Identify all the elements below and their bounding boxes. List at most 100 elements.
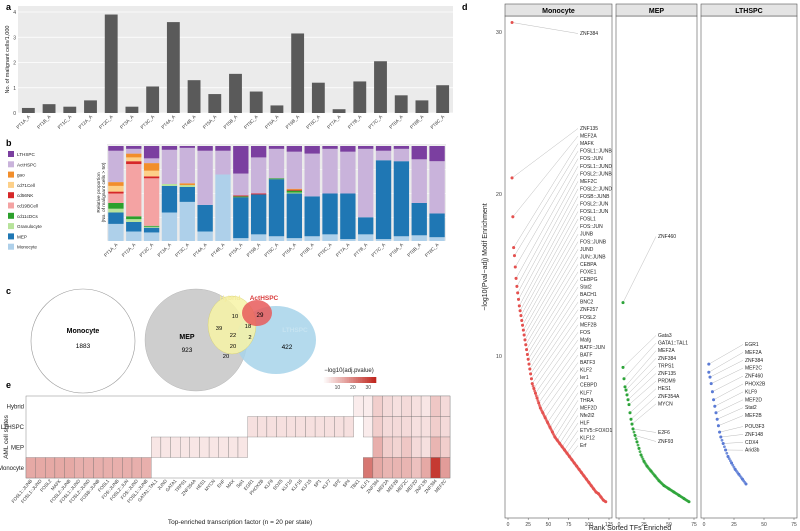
venn-circle-acthspc — [242, 300, 272, 326]
panel-d-point — [627, 403, 631, 407]
panel-d-point — [550, 430, 554, 434]
panel-e-cell — [411, 395, 422, 417]
panel-d-point — [521, 328, 525, 332]
panel-b-segment-cd19bcell — [143, 178, 160, 226]
panel-e-legend-gradient — [372, 377, 375, 383]
panel-d-tf-label: FOSB::JUNB — [580, 194, 610, 200]
panel-e-col-label: HES1 — [195, 478, 207, 491]
panel-b-legend-swatch — [8, 171, 14, 178]
panel-d-leader-line — [512, 22, 579, 34]
panel-b-legend-label: cd56NK — [17, 193, 34, 198]
panel-d-leader-line — [517, 181, 579, 294]
panel-d-point — [537, 401, 541, 405]
panel-e-cell — [122, 457, 133, 479]
panel-e-legend-gradient — [343, 377, 346, 383]
panel-d-point — [637, 446, 641, 450]
panel-d-point — [567, 454, 571, 458]
panel-b-segment-granulocyte — [143, 226, 160, 228]
panel-a-ytick: 0 — [13, 111, 16, 117]
panel-b-xtick: PT4B_A — [210, 242, 226, 258]
panel-b-xtick: PT5C_A — [263, 242, 279, 258]
venn-label-monocyte: Monocyte — [67, 328, 100, 335]
panel-d-leader-line — [561, 422, 579, 447]
panel-e-cell — [237, 436, 248, 458]
panel-a-bar-chart: 0 1 2 3 4 No. of malignant cells/1,000 PT1A_A P… — [5, 6, 453, 130]
panel-d-leader-line — [627, 373, 657, 400]
panel-e-legend-gradient — [354, 377, 357, 383]
panel-d-leader-line — [624, 350, 657, 387]
panel-d-leader-line — [528, 286, 579, 365]
panel-e-cell — [382, 416, 393, 438]
panel-b-segment-monocyte — [429, 237, 445, 241]
panel-d-leader-line — [634, 435, 657, 442]
venn-label-hybrid: Hybrid — [220, 295, 241, 302]
panel-d-tf-label: PHOX2B — [745, 382, 766, 388]
venn-intersection-count: 2 — [248, 335, 251, 341]
panel-d-tf-label: Erf — [580, 443, 587, 449]
panel-d-point — [715, 417, 719, 421]
panel-d-leader-line — [524, 249, 579, 340]
panel-b-segment-acthspc — [126, 148, 142, 154]
panel-d-point — [520, 318, 524, 322]
panel-d-leader-line — [513, 143, 579, 248]
panel-d-point — [657, 479, 661, 483]
panel-label-c: c — [6, 286, 11, 296]
panel-d-point — [575, 464, 579, 468]
panel-e-cell — [392, 457, 402, 479]
panel-b-segment-mep — [286, 193, 303, 239]
panel-a-bar — [104, 14, 118, 113]
panel-d-leader-line — [718, 415, 744, 426]
panel-d-tf-label: MEF2A — [580, 134, 597, 140]
panel-d-leader-line — [552, 392, 579, 433]
panel-d-xtick: 0 — [703, 522, 706, 528]
panel-d-tf-label: FOSL1::JUN — [580, 209, 609, 215]
panel-d-point — [724, 448, 728, 452]
panel-b-segment-mep — [143, 227, 160, 233]
panel-d-point — [587, 480, 591, 484]
panel-d-point — [732, 465, 736, 469]
panel-d-tf-label: MAFK — [580, 141, 595, 147]
panel-a-xtick: PT7B_A — [347, 114, 363, 130]
panel-d-leader-line — [547, 377, 579, 423]
panel-a-bar — [84, 100, 97, 113]
venn-intersection-count: 20 — [230, 344, 236, 350]
panel-d-ylabel: −log10(Pval−adj) Motif Enrichment — [482, 203, 489, 310]
panel-e-legend-gradient — [322, 377, 325, 383]
panel-d-tf-label: GATA1::TAL1 — [658, 341, 688, 347]
panel-b-segment-mep — [250, 194, 267, 235]
panel-b-segment-gao — [108, 182, 124, 186]
panel-label-b: b — [6, 138, 12, 148]
panel-b-segment-monocyte — [322, 234, 338, 241]
panel-b-xtick: PT5A_A — [228, 242, 244, 258]
panel-d-point — [536, 399, 540, 402]
panel-a-xtick: PT5C_A — [243, 114, 259, 130]
panel-d-xtick: 0 — [618, 522, 621, 528]
panel-d-xtick: 50 — [761, 522, 767, 528]
panel-a-xtick: PT7A_A — [326, 114, 342, 130]
panel-a-bar — [353, 81, 367, 113]
panel-e-cell — [420, 436, 431, 458]
panel-d-leader-line — [533, 324, 579, 389]
panel-b-segment-gao — [286, 188, 303, 190]
panel-a-bar — [21, 107, 35, 113]
panel-d-point — [667, 487, 671, 491]
panel-b-segment-acthspc — [393, 148, 410, 162]
panel-d-point — [599, 495, 603, 499]
panel-b-segment-lthspc — [233, 146, 249, 174]
panel-d-point — [523, 338, 527, 342]
panel-e-row-label: MEP — [11, 445, 24, 451]
panel-d-ytick: 20 — [496, 192, 502, 198]
panel-b-segment-monocyte — [215, 174, 231, 241]
panel-d-leader-line — [717, 407, 744, 420]
panel-b-segment-gao — [126, 153, 142, 158]
panel-e-col-label: EHF — [216, 478, 226, 488]
panel-d-point — [515, 284, 519, 288]
panel-e-cell — [257, 416, 268, 438]
panel-b-segment-cd11cdcs — [126, 216, 142, 220]
venn-intersection-count: 22 — [230, 333, 236, 339]
panel-d-leader-line — [626, 365, 657, 396]
panel-a-bar — [291, 33, 305, 113]
panel-b-segment-mep — [108, 212, 124, 224]
panel-b-segment-acthspc — [429, 161, 445, 214]
panel-e-col-label: Spi1 — [235, 478, 245, 489]
